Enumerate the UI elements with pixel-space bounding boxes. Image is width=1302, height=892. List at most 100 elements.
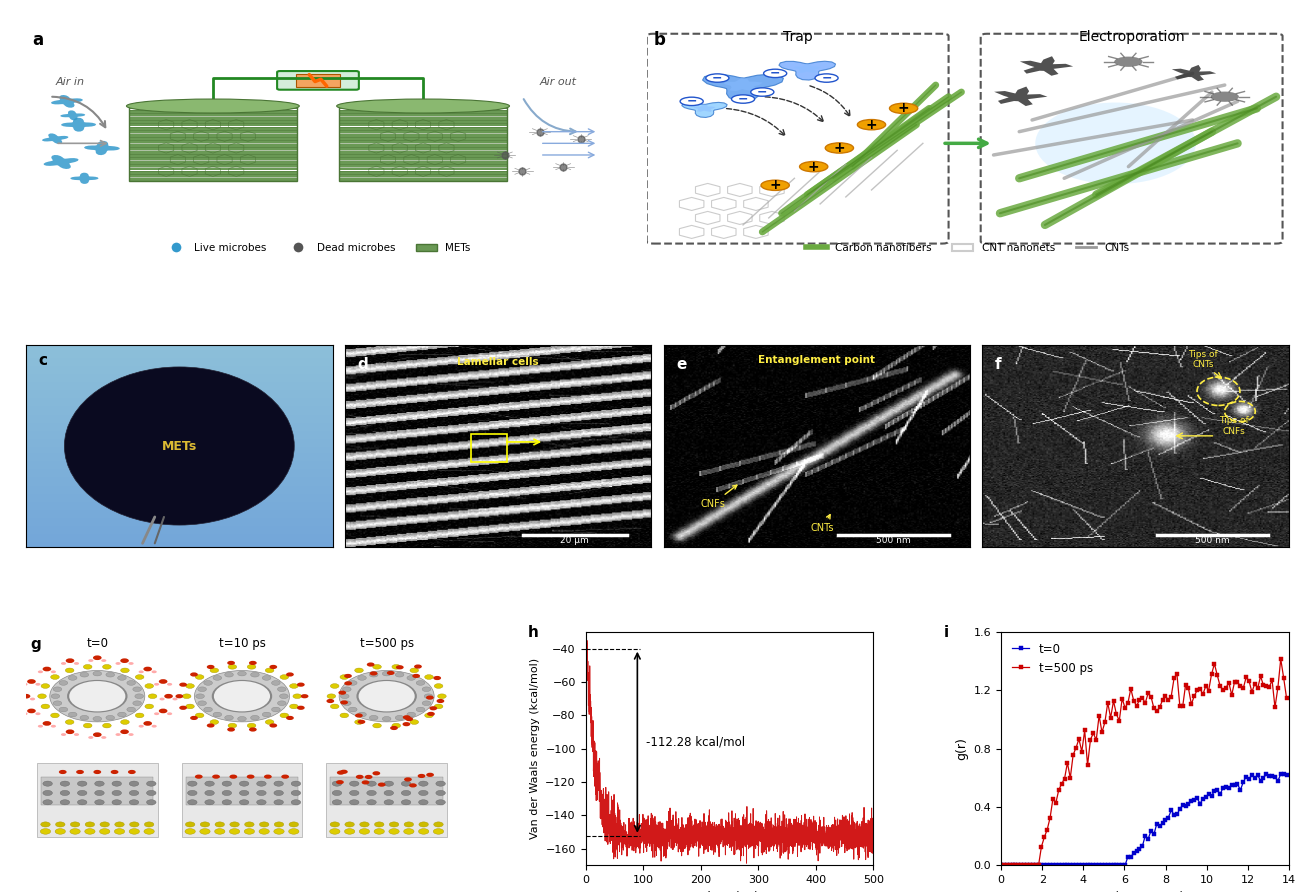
Circle shape — [22, 683, 27, 686]
Circle shape — [396, 665, 404, 669]
Circle shape — [292, 800, 301, 805]
Circle shape — [190, 673, 198, 677]
Circle shape — [138, 725, 143, 728]
Circle shape — [95, 800, 104, 805]
Circle shape — [389, 822, 398, 827]
Bar — [339, 174, 508, 178]
Bar — [26, 513, 332, 515]
Circle shape — [203, 681, 212, 685]
Circle shape — [53, 687, 61, 691]
Circle shape — [182, 694, 191, 698]
Circle shape — [354, 720, 363, 724]
Y-axis label: Van der Waals energy (kcal/mol): Van der Waals energy (kcal/mol) — [530, 658, 540, 839]
Circle shape — [367, 663, 375, 666]
Circle shape — [111, 770, 118, 774]
Polygon shape — [44, 155, 78, 169]
Circle shape — [289, 822, 298, 827]
Circle shape — [210, 720, 219, 724]
Bar — [26, 489, 332, 491]
Circle shape — [79, 673, 89, 677]
Bar — [26, 499, 332, 500]
Circle shape — [435, 683, 443, 689]
Bar — [26, 529, 332, 531]
Circle shape — [245, 822, 254, 827]
Circle shape — [272, 707, 280, 712]
Circle shape — [424, 674, 434, 680]
Circle shape — [126, 681, 135, 685]
t=0 — [1060, 860, 1075, 871]
Circle shape — [180, 682, 187, 687]
Circle shape — [387, 671, 395, 675]
Circle shape — [89, 659, 94, 662]
Circle shape — [186, 704, 194, 709]
Bar — [339, 168, 508, 170]
Bar — [26, 545, 332, 548]
Circle shape — [277, 687, 286, 691]
Circle shape — [185, 829, 195, 834]
Bar — [26, 535, 332, 537]
Circle shape — [74, 733, 79, 736]
Legend: t=0, t=500 ps: t=0, t=500 ps — [1006, 638, 1098, 680]
Bar — [26, 408, 332, 409]
Circle shape — [365, 775, 372, 779]
Circle shape — [65, 720, 74, 724]
Circle shape — [340, 694, 349, 698]
Circle shape — [83, 665, 92, 669]
Bar — [327, 763, 447, 838]
Circle shape — [331, 822, 340, 827]
Circle shape — [292, 781, 301, 786]
Circle shape — [402, 722, 410, 726]
Circle shape — [277, 701, 286, 706]
Circle shape — [22, 694, 30, 698]
Circle shape — [76, 770, 83, 774]
Circle shape — [42, 704, 49, 709]
Circle shape — [264, 774, 272, 779]
Bar — [26, 444, 332, 446]
Bar — [339, 164, 508, 167]
Bar — [26, 533, 332, 535]
Circle shape — [434, 822, 443, 827]
Text: METs: METs — [161, 440, 197, 452]
Circle shape — [339, 690, 346, 695]
Circle shape — [30, 698, 35, 700]
t=500 ps — [1279, 692, 1294, 703]
Circle shape — [167, 713, 172, 715]
Bar — [129, 171, 297, 174]
Bar — [26, 452, 332, 454]
Text: -112.28 kcal/mol: -112.28 kcal/mol — [646, 736, 745, 748]
Bar — [26, 446, 332, 448]
Circle shape — [147, 800, 156, 805]
X-axis label: Time (ps): Time (ps) — [700, 890, 759, 892]
Circle shape — [203, 707, 212, 712]
Circle shape — [370, 672, 378, 675]
Circle shape — [129, 733, 134, 736]
Y-axis label: g(r): g(r) — [956, 737, 969, 760]
Circle shape — [225, 715, 233, 720]
Text: t=500 ps: t=500 ps — [359, 637, 414, 649]
Text: Tips of
CNFs: Tips of CNFs — [1219, 417, 1249, 436]
t=500 ps — [1141, 688, 1156, 698]
Circle shape — [126, 707, 135, 712]
Circle shape — [355, 775, 363, 779]
Circle shape — [115, 822, 124, 827]
Circle shape — [249, 661, 256, 665]
Circle shape — [56, 822, 65, 827]
Ellipse shape — [337, 99, 509, 113]
Circle shape — [129, 829, 139, 834]
Bar — [26, 527, 332, 529]
Bar — [26, 425, 332, 428]
Circle shape — [262, 675, 271, 681]
Bar — [339, 110, 508, 112]
Bar — [129, 174, 297, 178]
Circle shape — [51, 671, 56, 673]
Bar — [26, 495, 332, 497]
Polygon shape — [61, 118, 96, 132]
Circle shape — [121, 668, 129, 673]
Circle shape — [145, 829, 155, 834]
Circle shape — [60, 790, 70, 796]
Circle shape — [404, 829, 414, 834]
Circle shape — [59, 770, 66, 774]
Circle shape — [69, 681, 125, 712]
Bar — [26, 434, 332, 436]
t=500 ps — [1060, 757, 1075, 768]
